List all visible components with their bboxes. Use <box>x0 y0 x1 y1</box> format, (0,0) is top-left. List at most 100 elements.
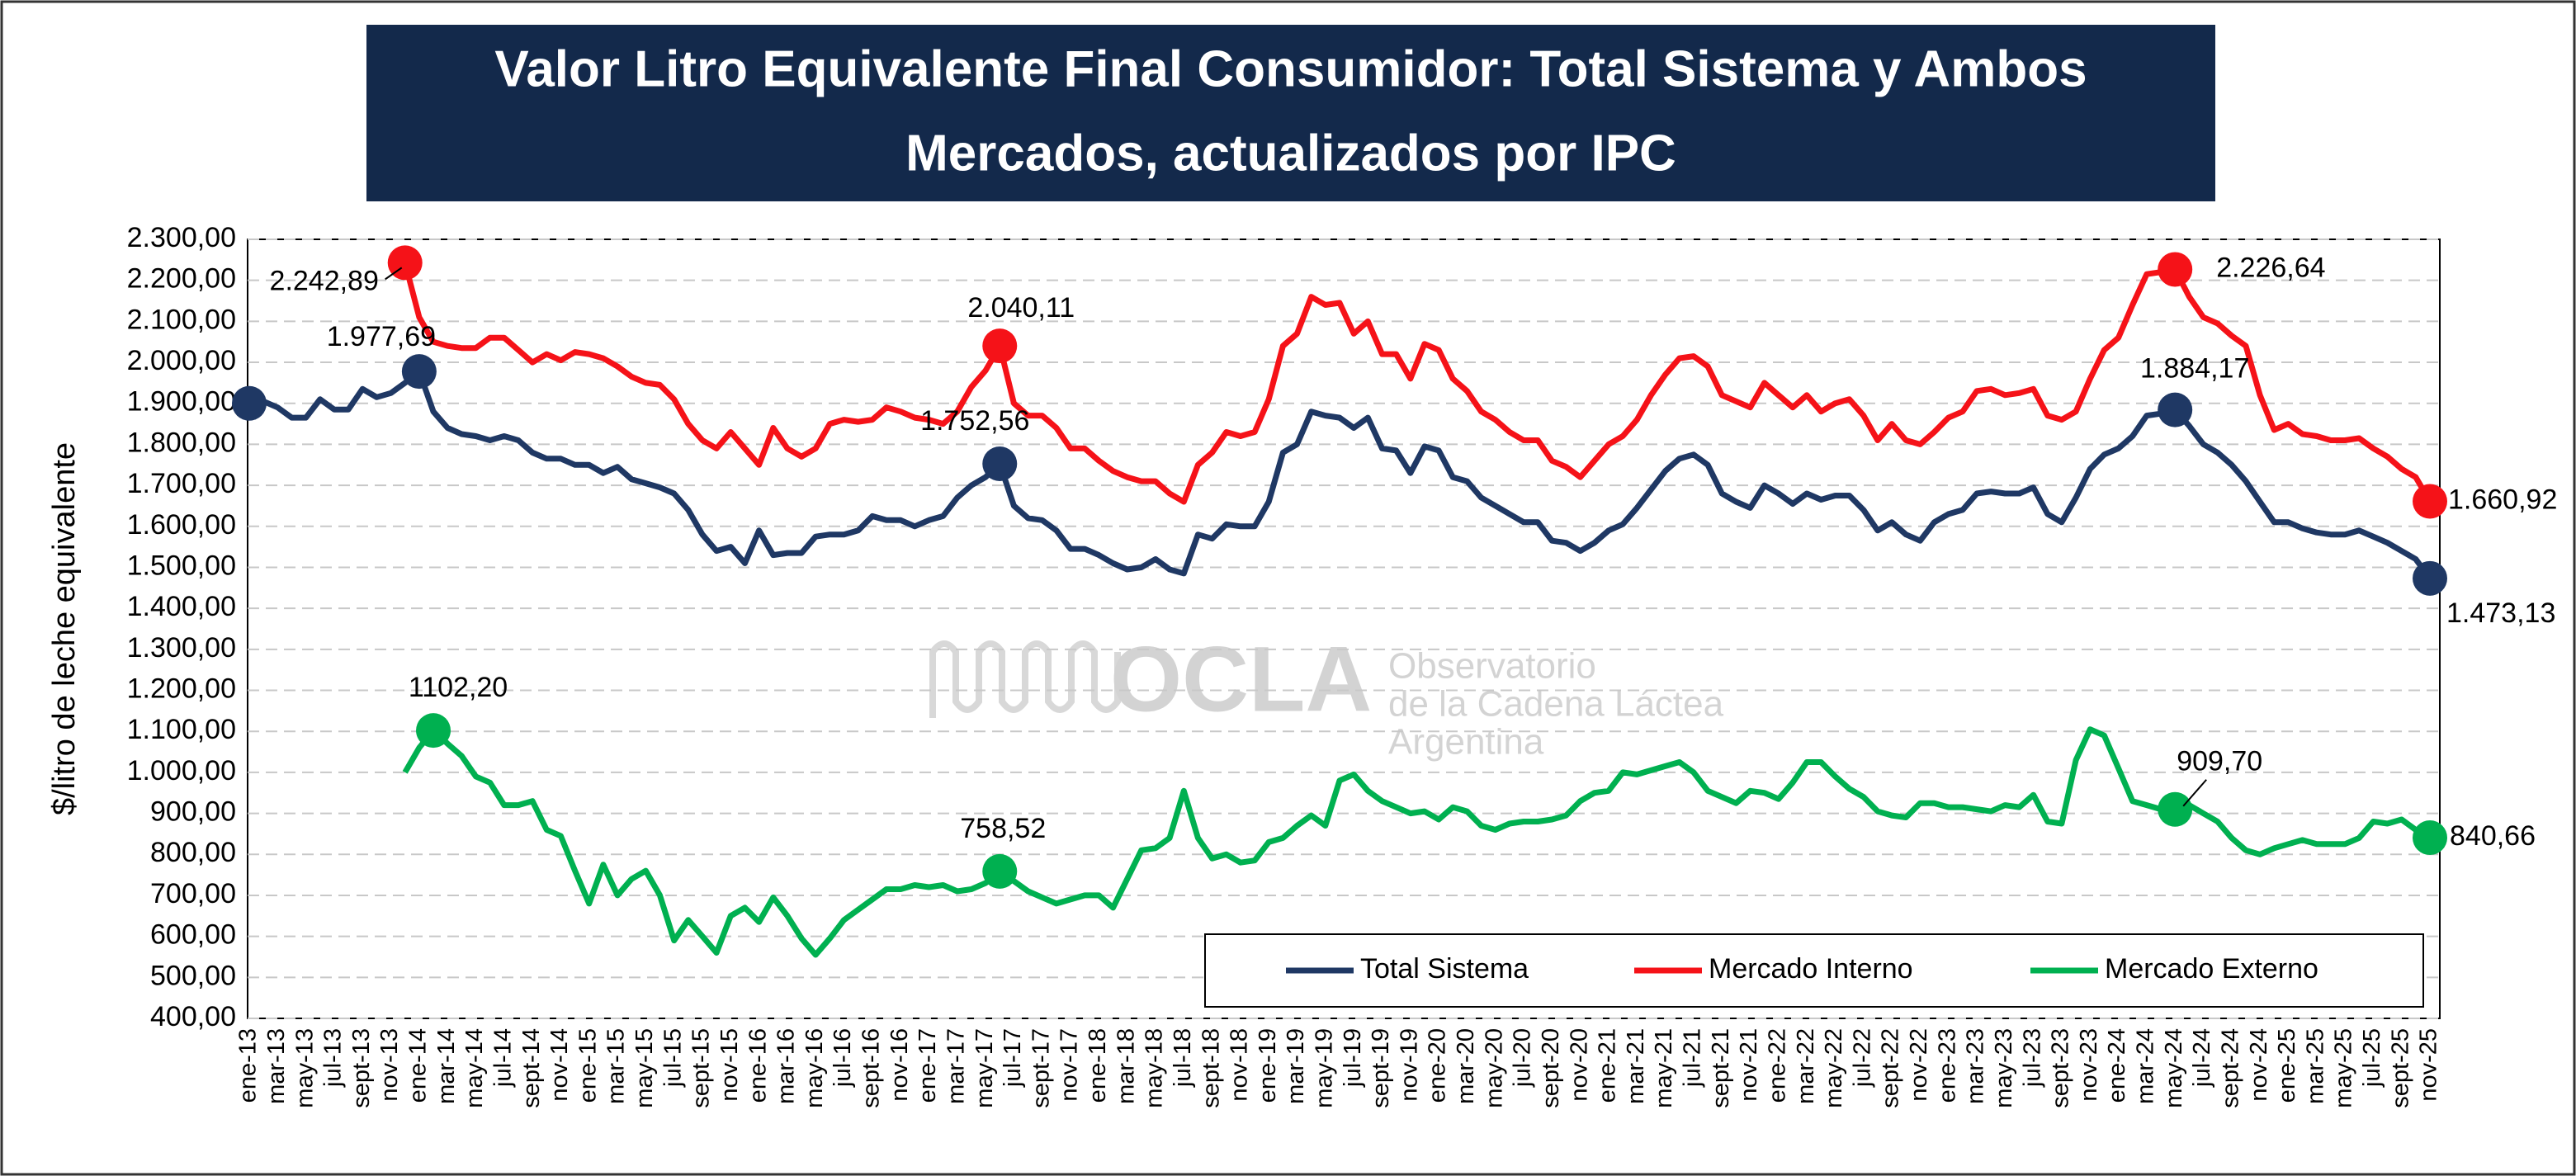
point-marker <box>2413 820 2447 856</box>
y-tick-label: 2.100,00 <box>127 304 236 335</box>
x-tick-label: nov-23 <box>2076 1028 2102 1102</box>
x-tick-label: sept-18 <box>1198 1028 1224 1108</box>
series-line <box>248 368 2432 580</box>
x-tick-label: jul-15 <box>659 1028 686 1088</box>
data-label: 2.242,89 <box>270 265 379 296</box>
y-tick-label: 1.100,00 <box>127 714 236 745</box>
x-tick-label: jul-16 <box>830 1028 856 1088</box>
y-tick-label: 1.600,00 <box>127 509 236 541</box>
x-tick-label: jul-17 <box>1000 1028 1026 1088</box>
leader-line <box>385 267 403 281</box>
y-tick-label: 1.300,00 <box>127 632 236 664</box>
x-tick-label: may-16 <box>801 1028 828 1108</box>
x-tick-label: sept-19 <box>1368 1028 1394 1108</box>
point-marker <box>982 446 1018 481</box>
data-label: 1.884,17 <box>2140 353 2249 385</box>
point-marker <box>982 853 1018 889</box>
x-tick-label: mar-24 <box>2133 1028 2159 1104</box>
legend-box <box>1204 933 2424 1008</box>
point-marker <box>232 385 267 421</box>
x-tick-label: mar-14 <box>433 1028 460 1104</box>
x-tick-label: jul-13 <box>320 1028 347 1088</box>
x-tick-label: nov-25 <box>2416 1028 2442 1102</box>
x-tick-label: jul-22 <box>1849 1028 1875 1088</box>
x-tick-label: nov-22 <box>1906 1028 1932 1102</box>
x-tick-label: may-25 <box>2331 1028 2357 1108</box>
y-tick-label: 1.700,00 <box>127 468 236 499</box>
data-label: 1.660,92 <box>2448 484 2557 516</box>
x-tick-label: nov-19 <box>1396 1028 1422 1102</box>
x-tick-label: ene-17 <box>915 1028 941 1103</box>
watermark-logo-text: OCLA <box>1110 628 1372 731</box>
data-label: 1102,20 <box>409 672 508 703</box>
x-tick-label: nov-16 <box>886 1028 913 1102</box>
x-tick-label: sept-23 <box>2048 1028 2074 1108</box>
chart-title: Mercados, actualizados por IPC <box>905 125 1676 182</box>
x-tick-label: jul-24 <box>2189 1028 2215 1088</box>
legend-label: Total Sistema <box>1360 953 1529 985</box>
point-marker <box>401 354 437 390</box>
x-tick-label: jul-19 <box>1340 1028 1366 1088</box>
x-tick-label: mar-16 <box>773 1028 800 1104</box>
x-tick-label: may-20 <box>1481 1028 1507 1108</box>
legend-label: Mercado Interno <box>1709 953 1913 985</box>
x-tick-label: sept-21 <box>1708 1028 1734 1108</box>
x-tick-label: mar-18 <box>1113 1028 1139 1104</box>
y-tick-label: 400,00 <box>150 1001 236 1032</box>
point-marker <box>2413 560 2447 596</box>
data-label: 1.752,56 <box>920 405 1029 437</box>
x-tick-label: jul-23 <box>2019 1028 2045 1088</box>
x-tick-label: mar-21 <box>1623 1028 1649 1104</box>
x-tick-label: ene-22 <box>1764 1028 1790 1103</box>
x-tick-label: ene-15 <box>574 1028 601 1103</box>
x-tick-label: jul-18 <box>1170 1028 1196 1088</box>
x-tick-label: ene-18 <box>1085 1028 1111 1103</box>
x-tick-label: may-21 <box>1651 1028 1677 1108</box>
point-marker <box>2413 484 2447 519</box>
point-marker <box>2158 392 2193 427</box>
y-tick-label: 2.200,00 <box>127 263 236 295</box>
x-tick-label: may-23 <box>1991 1028 2017 1108</box>
watermark-logo <box>929 640 1121 718</box>
x-tick-label: mar-15 <box>603 1028 630 1104</box>
watermark-text: Observatorio <box>1388 646 1596 687</box>
leader-line <box>2182 779 2207 807</box>
x-tick-label: mar-19 <box>1283 1028 1309 1104</box>
x-tick-label: ene-24 <box>2104 1028 2130 1103</box>
watermark-text: Argentina <box>1388 722 1544 763</box>
y-tick-label: 2.000,00 <box>127 345 236 376</box>
x-tick-label: may-17 <box>971 1028 998 1108</box>
x-tick-label: sept-13 <box>348 1028 375 1108</box>
y-tick-label: 1.400,00 <box>127 591 236 622</box>
x-tick-label: sept-14 <box>518 1028 545 1108</box>
point-marker <box>2158 791 2193 827</box>
y-tick-label: 1.500,00 <box>127 550 236 581</box>
data-label: 840,66 <box>2450 820 2536 852</box>
data-label: 2.040,11 <box>967 292 1075 324</box>
watermark: OCLA Observatorio de la Cadena Láctea Ar… <box>929 628 1724 763</box>
x-tick-label: sept-20 <box>1538 1028 1564 1108</box>
x-tick-label: sept-22 <box>1878 1028 1904 1108</box>
data-label: 909,70 <box>2177 746 2262 777</box>
point-marker <box>416 713 451 749</box>
x-tick-label: nov-24 <box>2246 1028 2272 1102</box>
chart-title: Valor Litro Equivalente Final Consumidor… <box>494 40 2087 97</box>
y-tick-label: 800,00 <box>150 837 236 868</box>
x-tick-label: mar-13 <box>263 1028 290 1104</box>
x-tick-label: nov-14 <box>546 1028 573 1102</box>
point-marker <box>2158 252 2193 287</box>
x-tick-label: ene-23 <box>1934 1028 1960 1103</box>
x-tick-label: may-24 <box>2161 1028 2187 1108</box>
x-tick-label: ene-16 <box>744 1028 771 1103</box>
x-tick-label: nov-18 <box>1227 1028 1253 1102</box>
x-tick-label: mar-17 <box>943 1028 969 1104</box>
title-box <box>366 25 2215 201</box>
x-tick-label: jul-25 <box>2359 1028 2385 1088</box>
y-tick-label: 500,00 <box>150 960 236 991</box>
x-tick-label: may-15 <box>631 1028 658 1108</box>
x-tick-label: nov-13 <box>376 1028 403 1102</box>
y-tick-label: 1.900,00 <box>127 386 236 418</box>
series-line <box>402 262 2433 505</box>
y-tick-label: 900,00 <box>150 796 236 828</box>
